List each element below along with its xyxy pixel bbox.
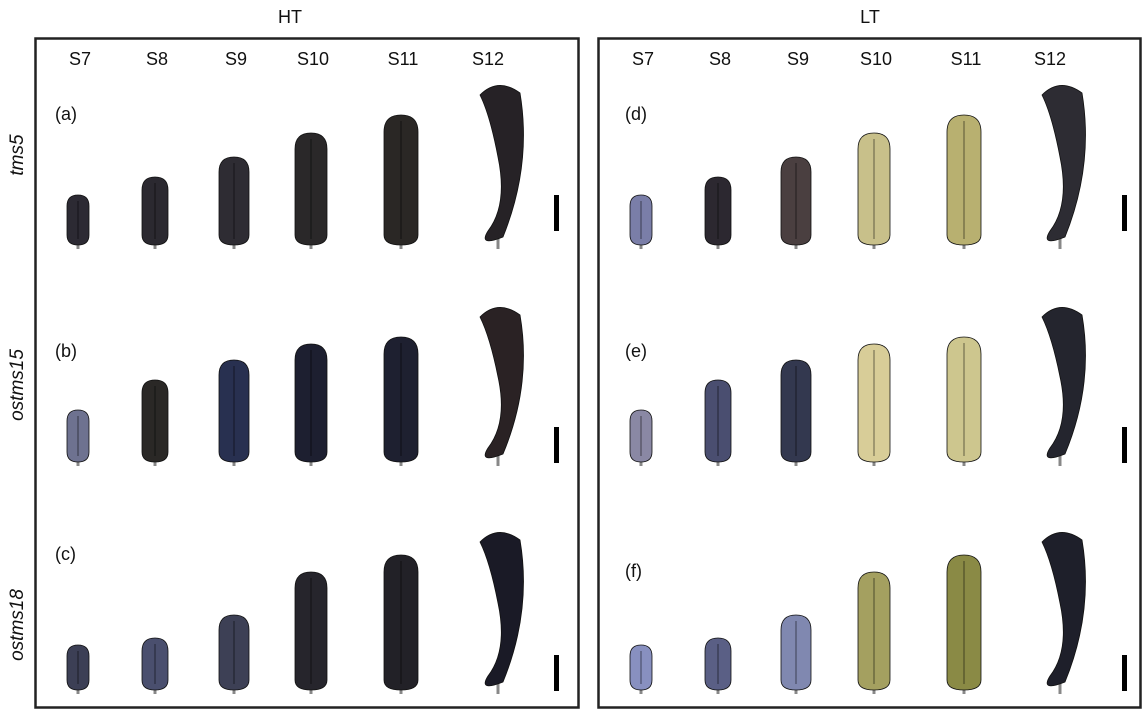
panel-letter: (b) (55, 341, 77, 361)
row-label: ostms18 (7, 589, 28, 661)
row-label: ostms15 (7, 349, 28, 421)
stage-label: S7 (632, 49, 654, 69)
anther (780, 359, 812, 463)
anther (946, 336, 982, 463)
anther (946, 554, 982, 691)
panel-letter: (d) (625, 104, 647, 124)
anther (857, 343, 891, 463)
scale-bar (554, 195, 559, 231)
anther (218, 614, 250, 691)
anther (857, 571, 891, 691)
stage-label: S9 (225, 49, 247, 69)
filament (496, 452, 500, 466)
panel-letter: (e) (625, 341, 647, 361)
anther (1041, 532, 1086, 687)
panel-title: HT (278, 7, 302, 27)
anther (66, 644, 90, 691)
stage-label: S7 (69, 49, 91, 69)
anther (479, 307, 524, 459)
filament (496, 680, 500, 694)
stage-label: S11 (388, 49, 419, 69)
stage-label: S8 (709, 49, 731, 69)
anther (1041, 85, 1086, 242)
anther (218, 359, 250, 463)
anther (383, 554, 419, 691)
panel-letter: (a) (55, 104, 77, 124)
scale-bar (1122, 195, 1127, 231)
stage-label: S9 (787, 49, 809, 69)
anther (383, 336, 419, 463)
scale-bar (1122, 655, 1127, 691)
anther (780, 156, 812, 246)
anther (141, 637, 169, 691)
stage-label: S12 (1034, 49, 1066, 69)
stage-label: S11 (951, 49, 982, 69)
anther (479, 85, 524, 242)
anther (294, 571, 328, 691)
anther (1041, 307, 1086, 459)
scale-bar (554, 427, 559, 463)
filament (1058, 680, 1062, 694)
anther (479, 532, 524, 687)
scale-bar (554, 655, 559, 691)
panel-frame (34, 37, 580, 709)
anther (946, 114, 982, 246)
anther (218, 156, 250, 246)
anther (629, 644, 653, 691)
panel-frame (597, 37, 1142, 709)
anther (294, 343, 328, 463)
stage-label: S10 (860, 49, 892, 69)
anther (704, 379, 732, 463)
stage-label: S12 (472, 49, 504, 69)
filament (1058, 452, 1062, 466)
anther (780, 614, 812, 691)
anther (629, 194, 653, 246)
stage-label: S10 (297, 49, 329, 69)
panel-letter: (c) (55, 544, 76, 564)
anther (857, 132, 891, 246)
row-label: tms5 (7, 134, 28, 176)
anther (383, 114, 419, 246)
panel-letter: (f) (625, 561, 642, 581)
anther (704, 637, 732, 691)
anther (141, 379, 169, 463)
scale-bar (1122, 427, 1127, 463)
filament (496, 235, 500, 249)
anther (66, 194, 90, 246)
anther (294, 132, 328, 246)
anther (141, 176, 169, 246)
stage-label: S8 (146, 49, 168, 69)
anther (629, 409, 653, 463)
anther (704, 176, 732, 246)
filament (1058, 235, 1062, 249)
anther (66, 409, 90, 463)
panel-title: LT (860, 7, 880, 27)
